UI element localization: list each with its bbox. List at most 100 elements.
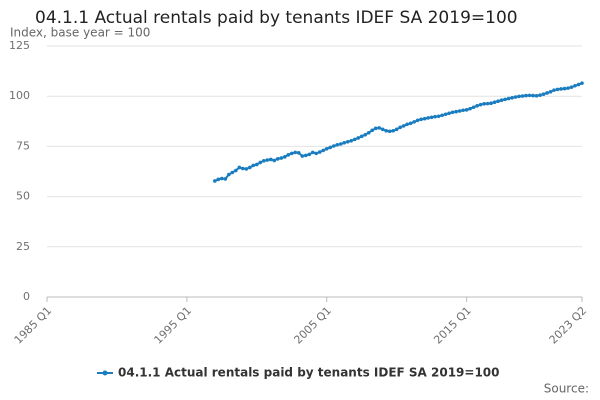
data-point	[429, 115, 434, 120]
chart-title: 04.1.1 Actual rentals paid by tenants ID…	[35, 8, 518, 28]
data-point	[328, 145, 333, 150]
data-point	[314, 151, 319, 156]
data-point	[255, 162, 259, 167]
data-point	[552, 88, 556, 92]
data-point	[251, 163, 256, 168]
data-point	[296, 151, 301, 155]
data-point	[307, 152, 312, 157]
data-point	[338, 142, 343, 146]
data-point	[244, 167, 249, 171]
data-point	[569, 85, 574, 89]
data-point	[401, 124, 406, 128]
data-point	[241, 166, 245, 171]
data-point	[408, 121, 413, 126]
data-point	[454, 109, 458, 114]
data-point	[510, 96, 514, 100]
data-point	[531, 93, 535, 98]
data-point	[356, 136, 361, 140]
data-point	[268, 157, 273, 162]
data-point	[373, 126, 378, 131]
data-point	[499, 98, 504, 103]
y-tick-label: 100	[9, 89, 30, 102]
data-point	[492, 100, 497, 105]
y-tick-label: 125	[9, 39, 30, 52]
data-point	[342, 140, 347, 145]
data-point	[548, 89, 553, 94]
data-point	[391, 128, 395, 133]
data-point	[555, 87, 560, 92]
data-point	[471, 105, 476, 110]
data-point	[345, 139, 350, 144]
data-point	[464, 108, 469, 112]
data-point	[230, 170, 235, 175]
data-point	[234, 168, 238, 173]
data-point	[545, 91, 549, 95]
data-point	[412, 120, 416, 124]
data-point	[443, 112, 448, 117]
data-point	[237, 165, 242, 170]
data-point	[349, 138, 354, 143]
data-point	[541, 92, 546, 96]
data-point	[447, 111, 451, 116]
x-tick-label: 1985 Q1	[12, 304, 55, 347]
data-point	[468, 106, 472, 111]
data-point	[289, 151, 294, 156]
data-point	[506, 96, 511, 101]
data-point	[300, 154, 305, 158]
data-point	[352, 137, 357, 142]
legend-label: 04.1.1 Actual rentals paid by tenants ID…	[118, 366, 500, 380]
data-point	[475, 104, 479, 108]
data-point	[275, 157, 280, 161]
x-tick-label: 2005 Q1	[291, 304, 334, 347]
data-point	[566, 86, 570, 90]
data-point	[394, 127, 399, 132]
data-point	[419, 117, 423, 122]
data-point	[457, 109, 462, 113]
y-tick-label: 25	[16, 240, 30, 253]
y-tick-label: 50	[16, 190, 30, 203]
data-point	[384, 128, 388, 133]
data-point	[576, 82, 581, 87]
data-point	[405, 122, 409, 127]
data-point	[380, 127, 385, 132]
y-tick-label: 0	[23, 290, 30, 303]
data-point	[359, 134, 364, 139]
data-point	[524, 93, 528, 98]
data-point	[223, 177, 228, 181]
data-point	[461, 108, 465, 113]
data-point	[580, 81, 584, 85]
data-point	[387, 129, 392, 134]
data-point	[293, 150, 298, 155]
legend-marker	[102, 370, 108, 376]
data-point	[317, 150, 322, 154]
data-point	[422, 116, 427, 121]
data-point	[527, 93, 532, 98]
y-tick-label: 75	[16, 139, 30, 152]
data-point	[265, 158, 270, 162]
data-point	[213, 179, 217, 183]
data-point	[377, 126, 381, 130]
data-point	[366, 130, 371, 135]
x-tick-label: 1995 Q1	[152, 304, 195, 347]
data-point	[450, 110, 455, 115]
data-point	[513, 95, 518, 99]
data-point	[517, 94, 521, 99]
x-tick-label: 2015 Q1	[431, 304, 474, 347]
data-point	[248, 165, 252, 170]
data-point	[335, 142, 340, 147]
data-point	[272, 158, 277, 163]
data-point	[503, 97, 507, 102]
x-tick-label: 2023 Q2	[547, 304, 590, 347]
data-point	[279, 156, 284, 160]
data-point	[303, 153, 308, 158]
series-line	[214, 82, 583, 182]
data-point	[370, 128, 374, 133]
data-point	[261, 159, 266, 163]
data-point	[573, 83, 577, 88]
data-point	[331, 144, 336, 148]
data-point	[562, 86, 567, 91]
data-point	[482, 102, 486, 106]
data-point	[321, 148, 326, 153]
data-point	[534, 93, 539, 98]
